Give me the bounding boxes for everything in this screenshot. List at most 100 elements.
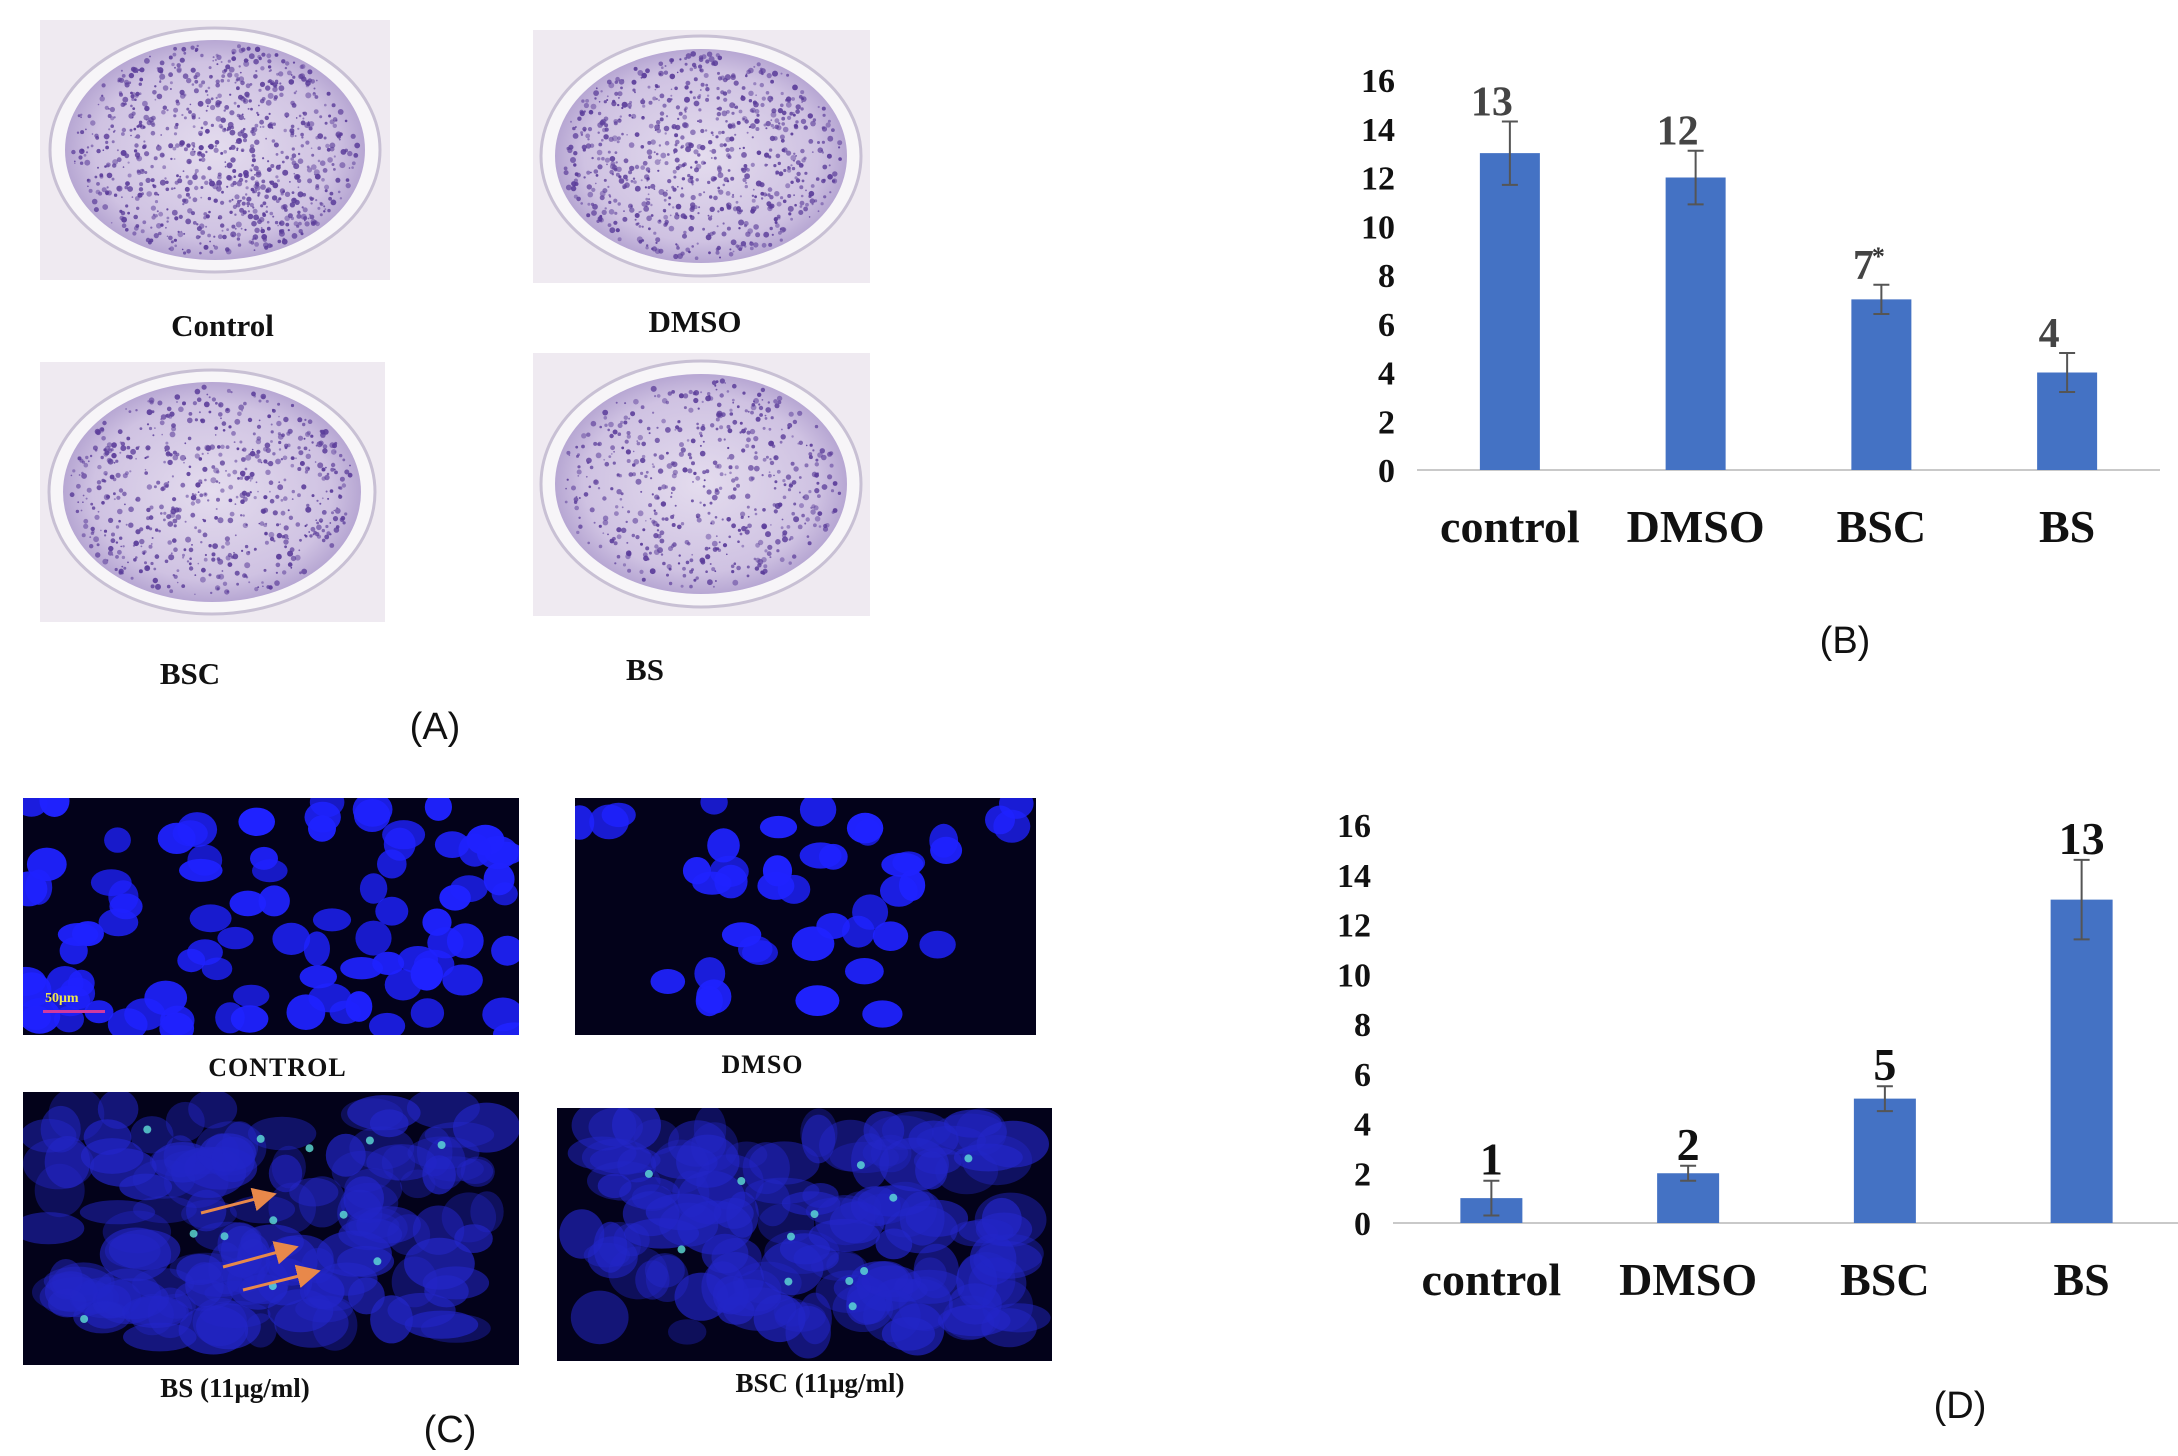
apoptotic-spot: [889, 1193, 898, 1202]
nucleus: [177, 948, 206, 973]
colony-dots: [69, 384, 353, 596]
fluor-image-dmso: [575, 798, 1036, 1035]
cell-region: [668, 1319, 707, 1345]
nucleus: [410, 957, 443, 991]
cell-region: [404, 1237, 475, 1290]
y-tick-label: 10: [1361, 209, 1395, 246]
label-c-control: CONTROL: [208, 1053, 347, 1082]
arrow-1: [200, 1187, 277, 1215]
x-tick-label: DMSO: [1619, 1254, 1757, 1305]
dish-image-bsc: [40, 362, 385, 622]
y-tick-label: 8: [1378, 258, 1395, 295]
colony-dots: [71, 44, 361, 255]
nucleus: [872, 921, 909, 951]
cell-region: [781, 1191, 841, 1216]
arrows-overlay: [200, 1187, 321, 1292]
nucleus: [458, 833, 492, 867]
cell-region: [742, 1142, 790, 1195]
cell-region: [652, 1139, 710, 1194]
apoptotic-spot: [856, 1161, 865, 1170]
nucleus: [177, 812, 218, 848]
nucleus: [215, 1002, 245, 1034]
label-bs: BS: [626, 652, 664, 687]
cell-region: [425, 1136, 466, 1190]
dish-bsc-drawing: [47, 368, 377, 616]
x-tick-label: control: [1440, 501, 1580, 552]
data-label: 2: [1677, 1119, 1700, 1170]
apoptotic-spot: [220, 1232, 229, 1241]
colony-dots: [564, 378, 842, 589]
cell-region: [267, 1289, 334, 1333]
nucleus: [104, 827, 131, 853]
cell-region: [885, 1205, 958, 1254]
cell-region: [79, 1200, 156, 1225]
nucleus: [575, 805, 595, 840]
apoptotic-spot: [305, 1144, 314, 1153]
nucleus: [258, 885, 290, 917]
bar: [2050, 899, 2113, 1223]
nucleus: [795, 985, 840, 1016]
cell-region: [773, 1298, 810, 1327]
nucleus: [238, 807, 275, 836]
cell-region: [570, 1290, 629, 1345]
cell-region: [863, 1289, 921, 1343]
nucleus: [791, 926, 835, 961]
nucleus: [491, 935, 519, 966]
nucleus: [303, 931, 330, 966]
cell-region: [840, 1191, 882, 1224]
cell-region: [289, 1177, 339, 1207]
cell-region: [755, 1179, 791, 1227]
nucleus: [108, 880, 139, 914]
cell-region: [366, 1144, 437, 1181]
nucleus: [929, 823, 959, 858]
apoptotic-spot: [860, 1267, 869, 1275]
dish-image-dmso: [533, 30, 870, 283]
arrow-2: [222, 1241, 299, 1269]
nucleus: [217, 926, 254, 950]
x-tick-label: BS: [2053, 1254, 2109, 1305]
cell-region: [644, 1253, 685, 1288]
cell-region: [211, 1136, 255, 1183]
bar-chart-b: 0 2 4 6 8 10 12 14 16 13 control 12 DMSO 7 BSC 4 BS *: [1361, 63, 2160, 552]
cell-region: [800, 1108, 838, 1157]
dish-image-bs: [533, 353, 870, 616]
nucleus: [762, 855, 793, 887]
data-label: 1: [1480, 1134, 1503, 1185]
cell-region: [348, 1277, 385, 1315]
nucleus: [272, 922, 311, 955]
nucleus: [59, 977, 96, 1010]
nucleus: [201, 957, 233, 981]
cell-region: [369, 1109, 409, 1138]
data-label: 7: [1853, 243, 1874, 289]
cell-region: [340, 1182, 399, 1223]
nucleus: [682, 857, 711, 885]
panel-letter-b: (B): [1819, 620, 1871, 662]
nucleus: [694, 957, 726, 991]
y-tick-label: 0: [1354, 1206, 1371, 1243]
cell-region: [99, 1227, 172, 1282]
cell-region: [851, 1133, 889, 1189]
nucleus: [845, 958, 884, 985]
label-dmso: DMSO: [648, 304, 742, 339]
label-c-bs: BS (11μg/ml): [160, 1373, 310, 1403]
panel-letter-a: (A): [409, 706, 461, 748]
nucleus: [493, 1022, 519, 1035]
nucleus: [721, 922, 762, 948]
cell-region: [178, 1305, 249, 1355]
y-tick-label: 16: [1337, 808, 1371, 845]
dish-image-control: [40, 20, 390, 280]
cell-region: [407, 1136, 480, 1170]
y-tick-label: 14: [1361, 112, 1395, 149]
data-label: 13: [1471, 79, 1513, 125]
cell-region: [635, 1260, 670, 1300]
apoptotic-spot: [189, 1229, 198, 1238]
cell-region: [801, 1114, 836, 1164]
cell-region: [271, 1145, 306, 1189]
apoptotic-spot: [437, 1141, 446, 1149]
cell-region: [268, 1154, 303, 1193]
nucleus: [160, 1005, 195, 1035]
cell-region: [583, 1242, 631, 1268]
y-tick-label: 12: [1337, 908, 1371, 945]
y-tick-label: 4: [1354, 1107, 1371, 1144]
nucleus: [252, 859, 288, 883]
